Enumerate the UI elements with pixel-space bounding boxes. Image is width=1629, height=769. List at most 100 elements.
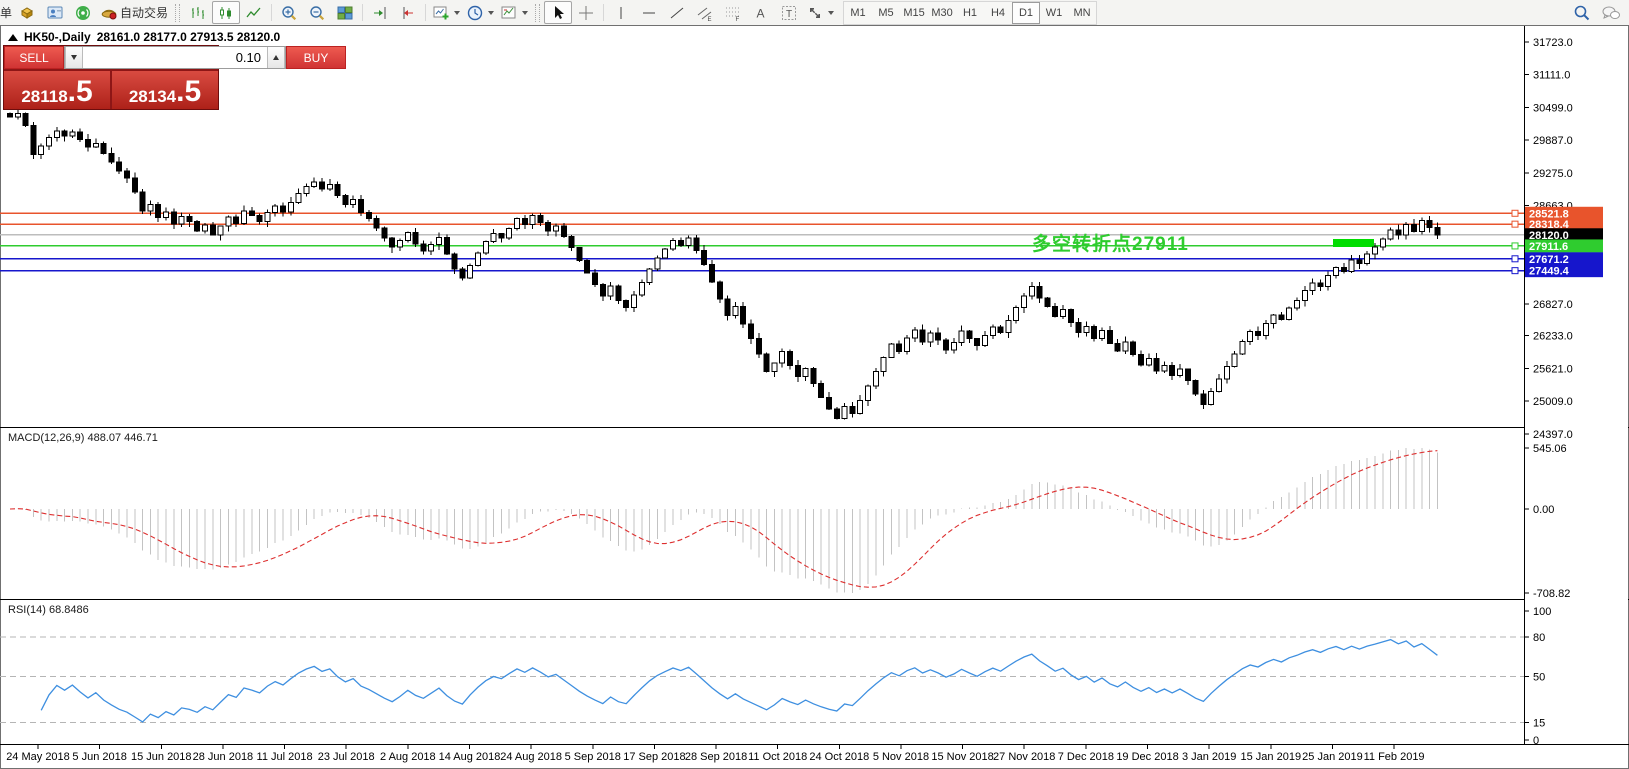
timeframe-button-m15[interactable]: M15: [903, 6, 925, 19]
candle-body: [428, 243, 435, 252]
toolbar-grip[interactable]: [175, 3, 181, 22]
indicators-button[interactable]: [429, 1, 463, 24]
arrows-tool-button[interactable]: [803, 1, 837, 24]
candle-body: [350, 198, 357, 205]
price-axis-area[interactable]: [1525, 26, 1628, 744]
candle-body: [131, 177, 138, 193]
candle-body: [872, 371, 879, 387]
buy-price-display[interactable]: 28134 .5: [112, 71, 218, 109]
candle-body: [1067, 309, 1074, 324]
ohlc-toggle-icon[interactable]: [8, 33, 18, 41]
price-level-badge: [1525, 264, 1603, 278]
macd-axis-tick-label: 545.06: [1533, 443, 1567, 455]
templates-button[interactable]: [497, 1, 531, 24]
zoom-in-button[interactable]: [275, 1, 303, 24]
crosshair-tool-button[interactable]: [572, 1, 600, 24]
line-handle[interactable]: [1511, 220, 1519, 228]
sell-price-display[interactable]: 28118 .5: [4, 71, 110, 109]
candle-body: [888, 343, 895, 358]
timeframe-button-m1[interactable]: M1: [850, 6, 866, 19]
autotrading-button[interactable]: 自动交易: [97, 1, 171, 24]
volume-input[interactable]: [83, 47, 267, 68]
date-axis-label: 7 Dec 2018: [1058, 751, 1114, 763]
price-axis-tick-label: 26233.0: [1533, 331, 1573, 343]
line-handle[interactable]: [1511, 255, 1519, 263]
timeframe-button-d1[interactable]: D1: [1012, 1, 1041, 24]
timeframe-button-m30[interactable]: M30: [931, 6, 953, 19]
candle-body: [1333, 266, 1339, 276]
line-handle[interactable]: [1511, 267, 1519, 275]
cursor-tool-button[interactable]: [544, 1, 573, 24]
periods-button[interactable]: [463, 1, 497, 24]
candle-body: [124, 170, 130, 179]
candle-body: [553, 225, 559, 232]
candle-body: [100, 142, 107, 154]
timeframe-button-mn[interactable]: MN: [1073, 6, 1091, 19]
toolbar-grip[interactable]: [535, 3, 541, 22]
price-level-badge-label: 27449.4: [1529, 266, 1570, 278]
tile-windows-button[interactable]: [331, 1, 359, 24]
macd-pane[interactable]: [0, 429, 1524, 599]
line-handle[interactable]: [1511, 209, 1519, 217]
candle-body: [950, 341, 957, 351]
search-icon[interactable]: [1573, 4, 1591, 22]
timeframe-button-h4[interactable]: H4: [990, 6, 1006, 19]
candle-body: [1223, 365, 1230, 380]
timeframe-group: M1 M5 M15 M30 H1 H4 D1 W1 MN: [843, 0, 1098, 25]
bar-chart-mode-button[interactable]: [184, 1, 212, 24]
trendline-tool-button[interactable]: [663, 1, 691, 24]
candle-body: [397, 240, 403, 248]
candle-body: [935, 332, 942, 341]
candle-body: [1161, 364, 1168, 372]
candle-body: [701, 249, 708, 266]
timeframe-button-w1[interactable]: W1: [1045, 6, 1063, 19]
market-button[interactable]: [13, 1, 41, 24]
chart-shift-button[interactable]: [394, 1, 422, 24]
new-order-button[interactable]: 单: [0, 6, 13, 20]
rsi-pane[interactable]: [0, 601, 1524, 744]
price-chart-pane[interactable]: [0, 26, 1524, 427]
candle-body: [857, 400, 864, 414]
macd-indicator-label[interactable]: MACD(12,26,9) 488.07 446.71: [8, 432, 158, 444]
candle-body: [1036, 286, 1043, 299]
rsi-indicator-label[interactable]: RSI(14) 68.8486: [8, 604, 89, 616]
candle-body: [974, 338, 981, 347]
horizontal-line-tool-button[interactable]: [635, 1, 663, 24]
buy-button[interactable]: BUY: [286, 46, 346, 69]
text-label-icon: T: [782, 5, 797, 20]
candlestick-mode-button[interactable]: [212, 1, 241, 24]
text-tool-button[interactable]: A: [747, 1, 775, 24]
indicators-icon: [433, 6, 449, 19]
date-axis-area[interactable]: [0, 745, 1524, 768]
timeframe-button-h1[interactable]: H1: [962, 6, 978, 19]
auto-scroll-button[interactable]: [366, 1, 394, 24]
line-handle[interactable]: [1511, 242, 1519, 250]
candle-body: [233, 216, 240, 225]
zoom-out-button[interactable]: [303, 1, 331, 24]
candle-body: [1309, 282, 1316, 291]
candle-body: [943, 339, 949, 351]
label-tool-button[interactable]: T: [775, 1, 803, 24]
community-button[interactable]: [41, 1, 69, 24]
chat-icon[interactable]: [1601, 4, 1621, 22]
sell-button[interactable]: SELL: [4, 46, 64, 69]
candle-body: [638, 281, 645, 296]
vertical-line-tool-button[interactable]: [607, 1, 635, 24]
channel-tool-button[interactable]: E: [691, 1, 719, 24]
candle-body: [241, 210, 247, 225]
volume-decrease-button[interactable]: [65, 47, 83, 68]
trend-annotation-text[interactable]: 多空转折点27911: [1032, 234, 1189, 255]
volume-increase-button[interactable]: [267, 47, 285, 68]
fibonacci-tool-button[interactable]: F: [719, 1, 747, 24]
date-axis-label: 11 Feb 2019: [1364, 751, 1425, 763]
candle-body: [919, 329, 926, 343]
timeframe-button-m5[interactable]: M5: [878, 6, 894, 19]
line-chart-mode-button[interactable]: [240, 1, 268, 24]
pivot-zone-rectangle[interactable]: [1333, 239, 1374, 247]
candle-body: [1208, 391, 1215, 405]
signals-button[interactable]: [69, 1, 97, 24]
candle-body: [802, 368, 809, 378]
templates-dropdown-arrow: [522, 10, 529, 15]
candle-body: [880, 356, 887, 373]
autotrading-label: 自动交易: [120, 6, 169, 20]
